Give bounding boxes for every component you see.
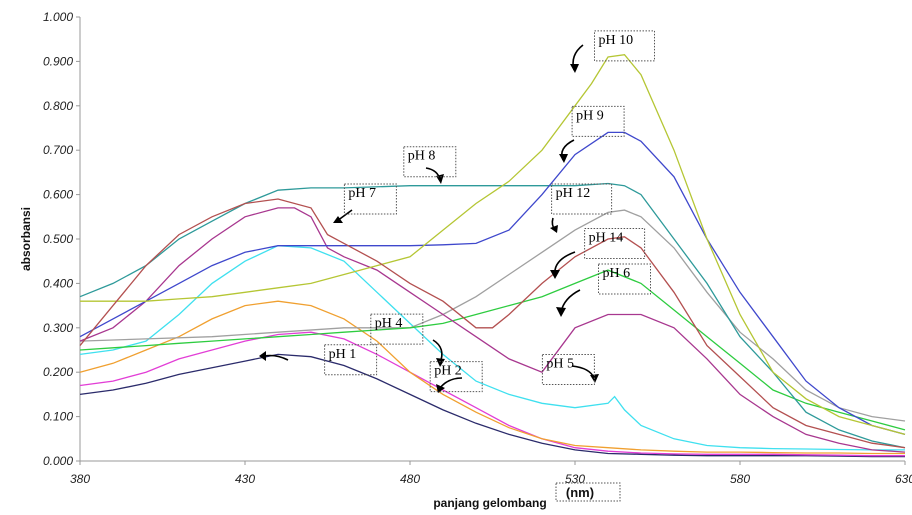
x-tick-label: 380: [70, 472, 90, 486]
annotation-ph-12: pH 12: [551, 183, 613, 215]
y-tick-label: 0.500: [43, 232, 73, 246]
annotation-ph-5: pH 5: [541, 354, 595, 386]
annotation-arrows: [259, 44, 599, 393]
annotation-ph-7: pH 7: [343, 183, 397, 215]
annotation-label: pH 5: [546, 357, 574, 372]
y-axis-title: absorbansi: [19, 207, 33, 271]
x-tick-label: 480: [400, 472, 420, 486]
arrow-ph12-head: [550, 225, 558, 233]
y-tick-label: 0.300: [43, 321, 73, 335]
series-line-ph-14: [79, 198, 906, 449]
x-tick-label: 430: [235, 472, 255, 486]
annotation-ph-14: pH 14: [584, 227, 646, 259]
arrow-ph9-head: [559, 154, 568, 163]
arrow-ph5: [571, 365, 595, 379]
series-line-ph-1: [79, 353, 905, 458]
arrow-ph8-head: [436, 174, 444, 184]
annotation-label: pH 1: [329, 347, 357, 362]
series-lines: [79, 54, 906, 458]
arrow-ph1-head: [259, 351, 266, 361]
annotation-ph-4: pH 4: [370, 313, 424, 345]
x-axis-unit: (nm): [566, 485, 594, 500]
arrow-ph1: [263, 354, 289, 361]
y-tick-label: 1.000: [43, 10, 73, 24]
series-line-ph-8: [79, 182, 906, 449]
annotation-label: pH 14: [589, 230, 624, 245]
annotation-ph-10: pH 10: [594, 30, 655, 62]
x-axis-unit-box: [555, 482, 621, 502]
y-tick-label: 0.700: [43, 143, 73, 157]
annotation-box: [594, 30, 655, 62]
annotation-box: [584, 227, 646, 259]
series-line-unlabeled-2: [79, 300, 905, 455]
annotation-box: [551, 183, 613, 215]
annotation-box: [370, 313, 424, 345]
y-tick-label: 0.000: [43, 454, 73, 468]
y-tick-label: 0.200: [43, 365, 73, 379]
x-axis-title: panjang gelombang: [433, 496, 546, 510]
annotation-label: pH 7: [348, 186, 376, 201]
axis-titles: absorbansi panjang gelombang (nm): [19, 207, 621, 510]
y-tick-label: 0.400: [43, 276, 73, 290]
annotation-label: pH 9: [576, 108, 604, 123]
x-tick-labels: 380 430 480 530 580 630: [70, 461, 912, 486]
annotation-label: pH 8: [408, 149, 436, 164]
series-line-ph-9: [79, 131, 906, 436]
annotation-label: pH 10: [599, 33, 634, 48]
annotation-box: [598, 263, 651, 295]
annotation-ph-1: pH 1: [324, 344, 378, 376]
annotation-box: [541, 354, 595, 386]
annotation-ph-9: pH 9: [571, 105, 625, 137]
arrow-ph4-head: [436, 358, 445, 367]
series-line-ph-4: [79, 209, 906, 422]
y-tick-label: 0.600: [43, 188, 73, 202]
annotation-box: [324, 344, 378, 376]
series-line-ph-6: [79, 269, 906, 431]
ph-annotations: pH 10 pH 9 pH 8 pH 7 pH 12 pH 14 pH 6 pH 4 pH 1 p…: [324, 30, 655, 393]
x-tick-label: 580: [730, 472, 750, 486]
series-line-ph-2: [79, 331, 905, 457]
annotation-label: pH 4: [375, 316, 403, 331]
x-tick-label: 630: [895, 472, 912, 486]
plot-area: [79, 17, 905, 462]
annotation-ph-8: pH 8: [403, 146, 457, 178]
annotation-ph-2: pH 2: [429, 361, 483, 393]
annotation-ph-6: pH 6: [598, 263, 651, 295]
annotation-box: [571, 105, 625, 137]
arrow-ph14-head: [550, 270, 560, 279]
annotation-box: [343, 183, 397, 215]
y-tick-label: 0.900: [43, 54, 73, 68]
annotation-box: [403, 146, 457, 178]
annotation-label: pH 2: [434, 364, 462, 379]
annotation-box: [429, 361, 483, 393]
series-line-ph-10: [80, 54, 906, 436]
y-tick-label: 0.800: [43, 99, 73, 113]
annotation-label: pH 12: [556, 186, 591, 201]
annotation-label: pH 6: [603, 266, 631, 281]
arrow-ph2: [439, 377, 463, 389]
arrow-ph2-head: [436, 384, 445, 393]
arrow-ph10-head: [570, 64, 579, 73]
x-tick-label: 530: [565, 472, 585, 486]
series-line-ph-5: [79, 245, 905, 451]
arrow-ph7-head: [333, 216, 343, 223]
y-tick-label: 0.100: [43, 410, 73, 424]
arrow-ph6-head: [556, 307, 566, 317]
series-line-ph-7: [79, 207, 906, 453]
y-tick-labels: 0.000 0.100 0.200 0.300 0.400 0.500 0.600 0.700…: [43, 10, 80, 468]
